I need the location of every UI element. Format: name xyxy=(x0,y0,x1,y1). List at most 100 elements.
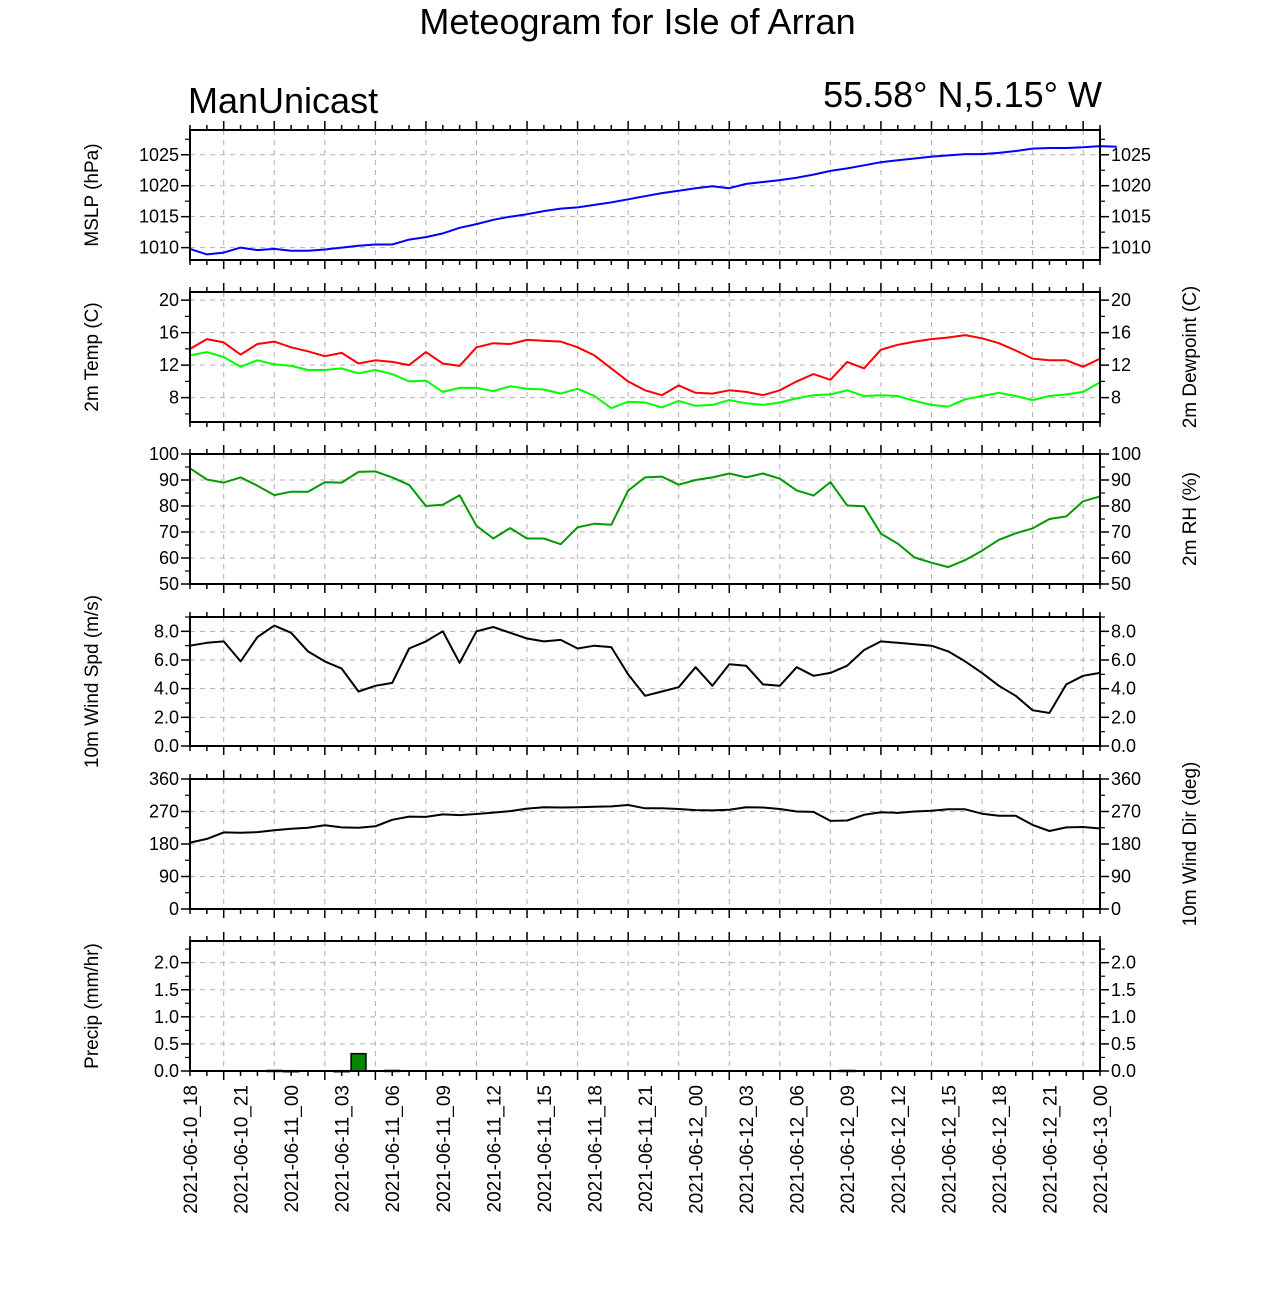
series-line-wdir-0 xyxy=(189,804,1101,844)
panel-frame-rh xyxy=(189,453,1101,585)
y-tick-label: 0.0 xyxy=(154,1061,179,1081)
y-tick-label-right: 180 xyxy=(1111,834,1141,854)
panel-frame-precip xyxy=(189,940,1101,1072)
y-tick-label-right: 1010 xyxy=(1111,238,1151,258)
chart-title: Meteogram for Isle of Arran xyxy=(419,1,856,42)
time-tick-label: 2021-06-11_21 xyxy=(636,1085,657,1212)
y-tick-label-right: 1015 xyxy=(1111,207,1151,227)
y-tick-label: 180 xyxy=(149,834,179,854)
y-tick-label: 1.0 xyxy=(154,1007,179,1027)
series-line-temp-0 xyxy=(189,334,1101,397)
series-line-rh-0 xyxy=(189,467,1101,569)
y-tick-label: 4.0 xyxy=(154,679,179,699)
y-tick-label-right: 90 xyxy=(1111,867,1131,887)
y-tick-label: 12 xyxy=(159,355,179,375)
y-tick-label-right: 0.0 xyxy=(1111,1061,1136,1081)
y-axis-title-right: 2m RH (%) xyxy=(1180,472,1201,566)
panel-frame-wdir xyxy=(189,778,1101,910)
y-tick-label-right: 270 xyxy=(1111,802,1141,822)
y-tick-label-right: 0.5 xyxy=(1111,1034,1136,1054)
y-tick-label-right: 1025 xyxy=(1111,145,1151,165)
y-axis-title-left: 2m Temp (C) xyxy=(82,302,103,411)
y-tick-label-right: 16 xyxy=(1111,323,1131,343)
y-tick-label: 60 xyxy=(159,548,179,568)
precip-bar xyxy=(350,1052,367,1072)
series-line-mslp-0 xyxy=(189,145,1117,256)
time-tick-label: 2021-06-12_09 xyxy=(838,1085,859,1214)
y-tick-label: 2.0 xyxy=(154,707,179,727)
time-tick-label: 2021-06-11_00 xyxy=(282,1085,303,1212)
y-tick-label-right: 0 xyxy=(1111,899,1121,919)
panel-frame-wspd xyxy=(189,616,1101,747)
y-axis-title-left: MSLP (hPa) xyxy=(82,143,103,246)
time-tick-label: 2021-06-11_15 xyxy=(535,1085,556,1212)
y-tick-label-right: 12 xyxy=(1111,355,1131,375)
y-tick-label-right: 50 xyxy=(1111,574,1131,594)
y-tick-label: 90 xyxy=(159,470,179,490)
location-label: 55.58° N,5.15° W xyxy=(823,74,1102,115)
y-tick-label-right: 0.0 xyxy=(1111,736,1136,756)
y-tick-label: 1020 xyxy=(139,176,179,196)
y-tick-label: 0.0 xyxy=(154,736,179,756)
series-line-wspd-0 xyxy=(189,624,1101,714)
y-tick-label: 1025 xyxy=(139,145,179,165)
y-axis-title-left: 10m Wind Spd (m/s) xyxy=(82,595,103,768)
y-tick-label: 360 xyxy=(149,769,179,789)
y-tick-label-right: 1020 xyxy=(1111,176,1151,196)
time-tick-label: 2021-06-12_15 xyxy=(939,1085,960,1214)
y-tick-label: 80 xyxy=(159,496,179,516)
time-tick-label: 2021-06-10_18 xyxy=(181,1085,202,1214)
time-tick-label: 2021-06-12_03 xyxy=(737,1085,758,1214)
y-tick-label-right: 8.0 xyxy=(1111,621,1136,641)
y-tick-label-right: 4.0 xyxy=(1111,679,1136,699)
y-axis-title-left: Precip (mm/hr) xyxy=(82,943,103,1069)
model-label: ManUnicast xyxy=(188,80,379,121)
y-tick-label: 1010 xyxy=(139,238,179,258)
time-tick-label: 2021-06-11_18 xyxy=(585,1085,606,1212)
time-tick-label: 2021-06-12_06 xyxy=(788,1085,809,1214)
y-tick-label: 8 xyxy=(169,388,179,408)
time-tick-label: 2021-06-13_00 xyxy=(1091,1085,1112,1214)
series-line-temp-1 xyxy=(189,351,1101,410)
y-tick-label-right: 80 xyxy=(1111,496,1131,516)
y-axis-title-right: 2m Dewpoint (C) xyxy=(1180,286,1201,429)
y-tick-label: 0.5 xyxy=(154,1034,179,1054)
time-tick-label: 2021-06-12_21 xyxy=(1040,1085,1061,1214)
y-tick-label: 8.0 xyxy=(154,621,179,641)
time-tick-label: 2021-06-10_21 xyxy=(232,1085,253,1214)
y-tick-label: 1.5 xyxy=(154,980,179,1000)
y-tick-label: 100 xyxy=(149,444,179,464)
y-tick-label-right: 8 xyxy=(1111,388,1121,408)
y-tick-label: 1015 xyxy=(139,207,179,227)
y-tick-label: 20 xyxy=(159,290,179,310)
time-tick-label: 2021-06-11_06 xyxy=(383,1085,404,1212)
y-tick-label-right: 100 xyxy=(1111,444,1141,464)
y-tick-label: 50 xyxy=(159,574,179,594)
y-tick-label-right: 60 xyxy=(1111,548,1131,568)
y-tick-label: 270 xyxy=(149,802,179,822)
panel-frame-temp xyxy=(189,291,1101,423)
y-tick-label: 2.0 xyxy=(154,953,179,973)
y-tick-label-right: 6.0 xyxy=(1111,650,1136,670)
y-tick-label-right: 90 xyxy=(1111,470,1131,490)
y-tick-label: 6.0 xyxy=(154,650,179,670)
time-tick-label: 2021-06-12_18 xyxy=(990,1085,1011,1214)
y-tick-label: 70 xyxy=(159,522,179,542)
y-tick-label-right: 70 xyxy=(1111,522,1131,542)
y-tick-label-right: 1.0 xyxy=(1111,1007,1136,1027)
y-tick-label: 90 xyxy=(159,867,179,887)
time-tick-label: 2021-06-11_09 xyxy=(434,1085,455,1212)
y-tick-label-right: 360 xyxy=(1111,769,1141,789)
y-tick-label-right: 1.5 xyxy=(1111,980,1136,1000)
panel-frame-mslp xyxy=(189,129,1101,261)
y-tick-label-right: 20 xyxy=(1111,290,1131,310)
y-tick-label: 0 xyxy=(169,899,179,919)
time-tick-label: 2021-06-11_12 xyxy=(484,1085,505,1212)
y-tick-label-right: 2.0 xyxy=(1111,953,1136,973)
y-tick-label: 16 xyxy=(159,323,179,343)
y-tick-label-right: 2.0 xyxy=(1111,707,1136,727)
time-tick-label: 2021-06-11_03 xyxy=(333,1085,354,1212)
y-axis-title-right: 10m Wind Dir (deg) xyxy=(1180,762,1201,927)
time-tick-label: 2021-06-12_12 xyxy=(889,1085,910,1214)
